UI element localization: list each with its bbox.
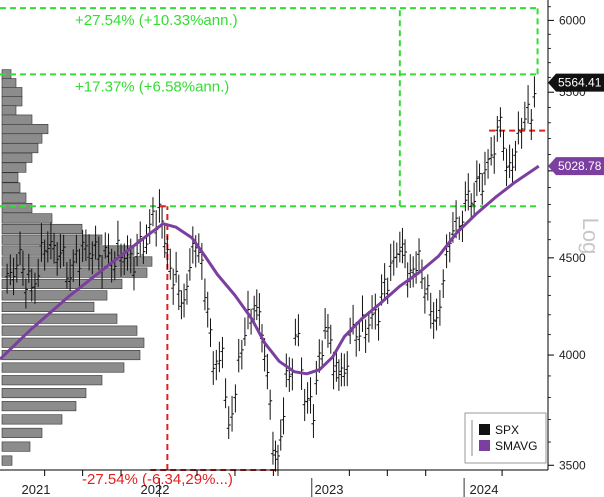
y-axis-ticks: 350040004500500055006000 bbox=[548, 6, 586, 472]
volume-profile-bar bbox=[1, 256, 153, 267]
volume-profile-bar bbox=[1, 223, 83, 235]
last-value-labels: 5564.41 5028.78 bbox=[548, 73, 604, 176]
volume-profile-bar bbox=[1, 152, 33, 163]
volume-profile-bar bbox=[1, 414, 63, 425]
volume-profile-bar bbox=[1, 401, 77, 412]
axis-side-label: Log bbox=[578, 218, 603, 255]
volume-profile-bar bbox=[1, 375, 103, 386]
x-tick-label: 2022 bbox=[141, 482, 170, 497]
volume-profile-bar bbox=[1, 213, 53, 224]
smavg-line bbox=[0, 164, 540, 376]
legend-box bbox=[464, 412, 547, 464]
volume-profile-bar bbox=[1, 301, 95, 312]
volume-profile-bar bbox=[1, 278, 123, 289]
x-axis-ticks: 2021 2022 2023 2024 bbox=[22, 470, 503, 497]
annotations: +27.54% (+10.33%ann.) +17.37% (+6.58%ann.… bbox=[75, 12, 238, 488]
volume-profile-bar bbox=[1, 267, 148, 278]
legend-swatch-smavg bbox=[479, 440, 490, 451]
last-value-badge bbox=[548, 157, 604, 176]
volume-profile-bar bbox=[1, 441, 31, 452]
volume-profile-bar bbox=[1, 350, 141, 361]
volume-profile-bar bbox=[1, 313, 118, 324]
last-value-text: 5564.41 bbox=[558, 76, 602, 90]
last-value-badge bbox=[548, 73, 604, 92]
volume-profile-bar bbox=[1, 105, 17, 116]
volume-profile-bar bbox=[1, 87, 23, 98]
volume-profile-bar bbox=[1, 123, 49, 135]
volume-profile-bar bbox=[1, 362, 125, 373]
volume-profile-bar bbox=[1, 427, 43, 438]
legend-swatch-spx bbox=[479, 424, 490, 435]
volume-profile-bar bbox=[1, 388, 87, 399]
y-tick-label: 4500 bbox=[559, 251, 586, 265]
volume-profile-bar bbox=[1, 114, 33, 125]
y-tick-label: 6000 bbox=[559, 13, 586, 27]
volume-profile-bar bbox=[1, 133, 43, 144]
annotation-label: +17.37% (+6.58%ann.) bbox=[75, 78, 229, 95]
legend-label-smavg: SMAVG bbox=[495, 439, 537, 453]
y-tick-label: 4000 bbox=[559, 348, 586, 362]
volume-profile-bar bbox=[1, 143, 39, 154]
volume-profile bbox=[1, 69, 153, 466]
volume-profile-bar bbox=[1, 202, 33, 214]
volume-profile-bar bbox=[1, 78, 17, 89]
legend-label-spx: SPX bbox=[495, 423, 519, 437]
volume-profile-bar bbox=[1, 172, 19, 183]
annotation-label: +27.54% (+10.33%ann.) bbox=[75, 12, 238, 29]
y-tick-label: 3500 bbox=[559, 458, 586, 472]
volume-profile-bar bbox=[1, 162, 27, 173]
last-value-text: 5028.78 bbox=[558, 159, 602, 173]
volume-profile-bar bbox=[1, 96, 23, 107]
legend: SPX SMAVG bbox=[464, 412, 547, 464]
volume-profile-bar bbox=[1, 192, 27, 203]
volume-profile-bar bbox=[1, 234, 103, 245]
x-grid bbox=[158, 478, 465, 497]
volume-profile-bar bbox=[1, 455, 13, 466]
volume-profile-bar bbox=[1, 290, 108, 301]
volume-profile-bar bbox=[1, 245, 135, 256]
x-tick-label: 2023 bbox=[315, 482, 344, 497]
volume-profile-bar bbox=[1, 325, 138, 336]
volume-profile-bar bbox=[1, 337, 145, 348]
annotation-label: -27.54% (-6.34,29%...) bbox=[82, 471, 233, 488]
x-tick-label: 2024 bbox=[470, 482, 499, 497]
volume-profile-bar bbox=[1, 182, 21, 193]
x-tick-label: 2021 bbox=[22, 482, 51, 497]
